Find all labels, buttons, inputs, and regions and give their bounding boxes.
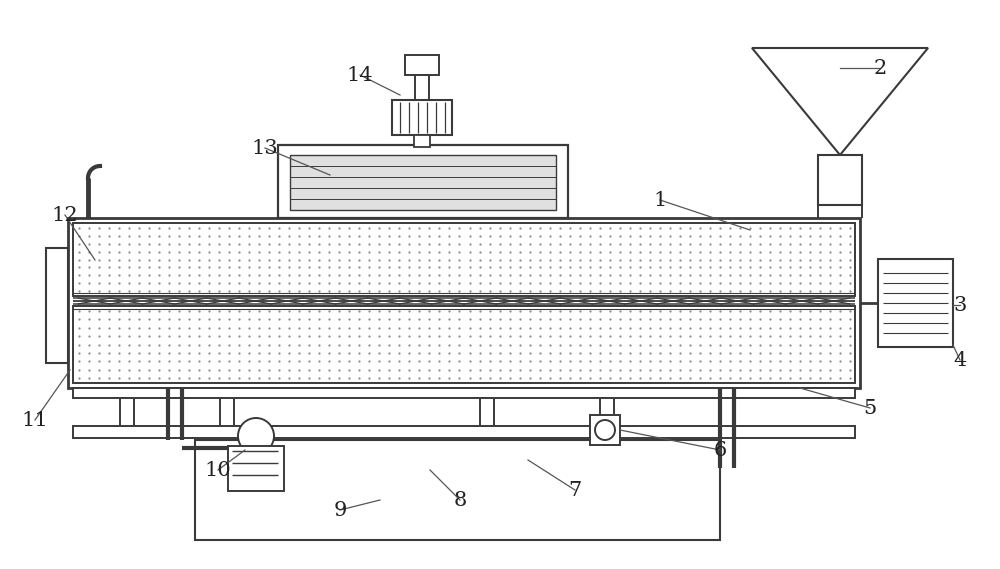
Text: 7: 7 xyxy=(568,480,582,500)
Bar xyxy=(68,218,860,388)
Polygon shape xyxy=(752,48,928,155)
Text: 8: 8 xyxy=(453,490,467,509)
Text: 2: 2 xyxy=(873,59,887,77)
Bar xyxy=(73,426,855,438)
Bar xyxy=(414,135,430,147)
Circle shape xyxy=(238,418,274,454)
Text: 5: 5 xyxy=(863,398,877,418)
Bar xyxy=(73,306,855,383)
Bar xyxy=(818,155,862,205)
Text: 1: 1 xyxy=(653,191,667,209)
Text: 9: 9 xyxy=(333,501,347,519)
Text: 4: 4 xyxy=(953,351,967,369)
Text: 11: 11 xyxy=(22,410,48,430)
Text: 3: 3 xyxy=(953,295,967,315)
Text: 12: 12 xyxy=(52,205,78,225)
Bar xyxy=(415,75,429,100)
Bar xyxy=(392,100,452,135)
Text: 6: 6 xyxy=(713,440,727,460)
Bar xyxy=(590,415,620,445)
Text: 13: 13 xyxy=(252,138,278,158)
Bar xyxy=(278,145,568,218)
Bar xyxy=(878,259,953,347)
Bar xyxy=(46,248,68,363)
Bar xyxy=(195,440,720,540)
Bar xyxy=(405,55,439,75)
Bar xyxy=(228,446,284,491)
Bar xyxy=(73,388,855,398)
Text: 14: 14 xyxy=(347,65,373,85)
Bar xyxy=(290,155,556,210)
Text: 10: 10 xyxy=(205,460,231,480)
Circle shape xyxy=(595,420,615,440)
Bar xyxy=(73,223,855,296)
